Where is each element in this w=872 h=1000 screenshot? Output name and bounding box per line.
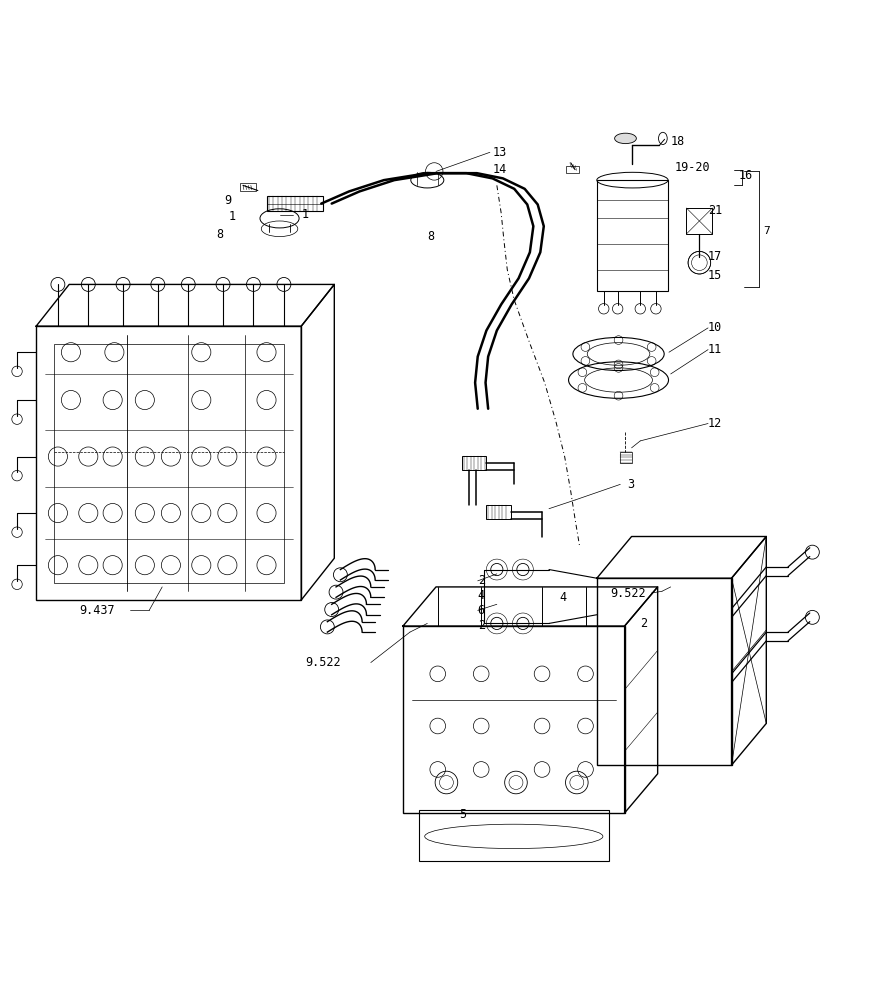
Bar: [487, 505, 511, 519]
Text: 1: 1: [229, 210, 236, 223]
Bar: [596, 180, 668, 291]
Bar: [596, 578, 732, 765]
Text: 5: 5: [460, 808, 467, 821]
Text: 18: 18: [671, 135, 685, 148]
Text: 2: 2: [478, 619, 485, 632]
Text: 11: 11: [708, 343, 722, 356]
Bar: [462, 456, 487, 470]
Text: 9.437: 9.437: [79, 604, 115, 617]
Bar: [620, 452, 631, 463]
Ellipse shape: [615, 133, 637, 144]
Text: 13: 13: [493, 146, 507, 159]
Text: 15: 15: [708, 269, 722, 282]
Text: 21: 21: [708, 204, 722, 217]
Text: 7: 7: [763, 226, 770, 236]
Bar: [53, 344, 284, 583]
Text: 16: 16: [739, 169, 753, 182]
Bar: [567, 166, 579, 173]
Text: 8: 8: [427, 230, 434, 243]
Bar: [419, 810, 609, 861]
Text: 9: 9: [225, 194, 232, 207]
Text: 4: 4: [560, 591, 567, 604]
Text: 14: 14: [493, 163, 507, 176]
Text: 9.522: 9.522: [610, 587, 645, 600]
Bar: [267, 196, 323, 211]
Bar: [686, 208, 712, 234]
Text: 8: 8: [216, 228, 223, 241]
Text: 6: 6: [478, 604, 485, 617]
Text: 2: 2: [640, 617, 647, 630]
Text: 19-20: 19-20: [675, 161, 711, 174]
Text: 12: 12: [708, 417, 722, 430]
Bar: [241, 183, 256, 191]
Text: 1: 1: [301, 208, 309, 221]
Text: 10: 10: [708, 321, 722, 334]
Text: 2: 2: [478, 574, 485, 587]
Text: 17: 17: [708, 250, 722, 263]
Bar: [36, 326, 301, 600]
Bar: [403, 626, 624, 813]
Text: 4: 4: [478, 589, 485, 602]
Text: 9.522: 9.522: [305, 656, 341, 669]
Text: 3: 3: [627, 478, 634, 491]
